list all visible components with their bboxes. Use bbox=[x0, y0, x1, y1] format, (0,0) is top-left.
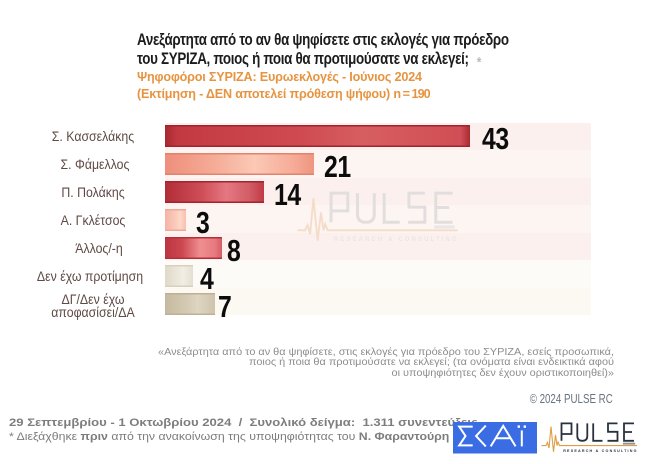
svg-text:RESEARCH & CONSULTING: RESEARCH & CONSULTING bbox=[334, 237, 459, 243]
svg-text:RESEARCH & CONSULTING: RESEARCH & CONSULTING bbox=[563, 448, 638, 453]
